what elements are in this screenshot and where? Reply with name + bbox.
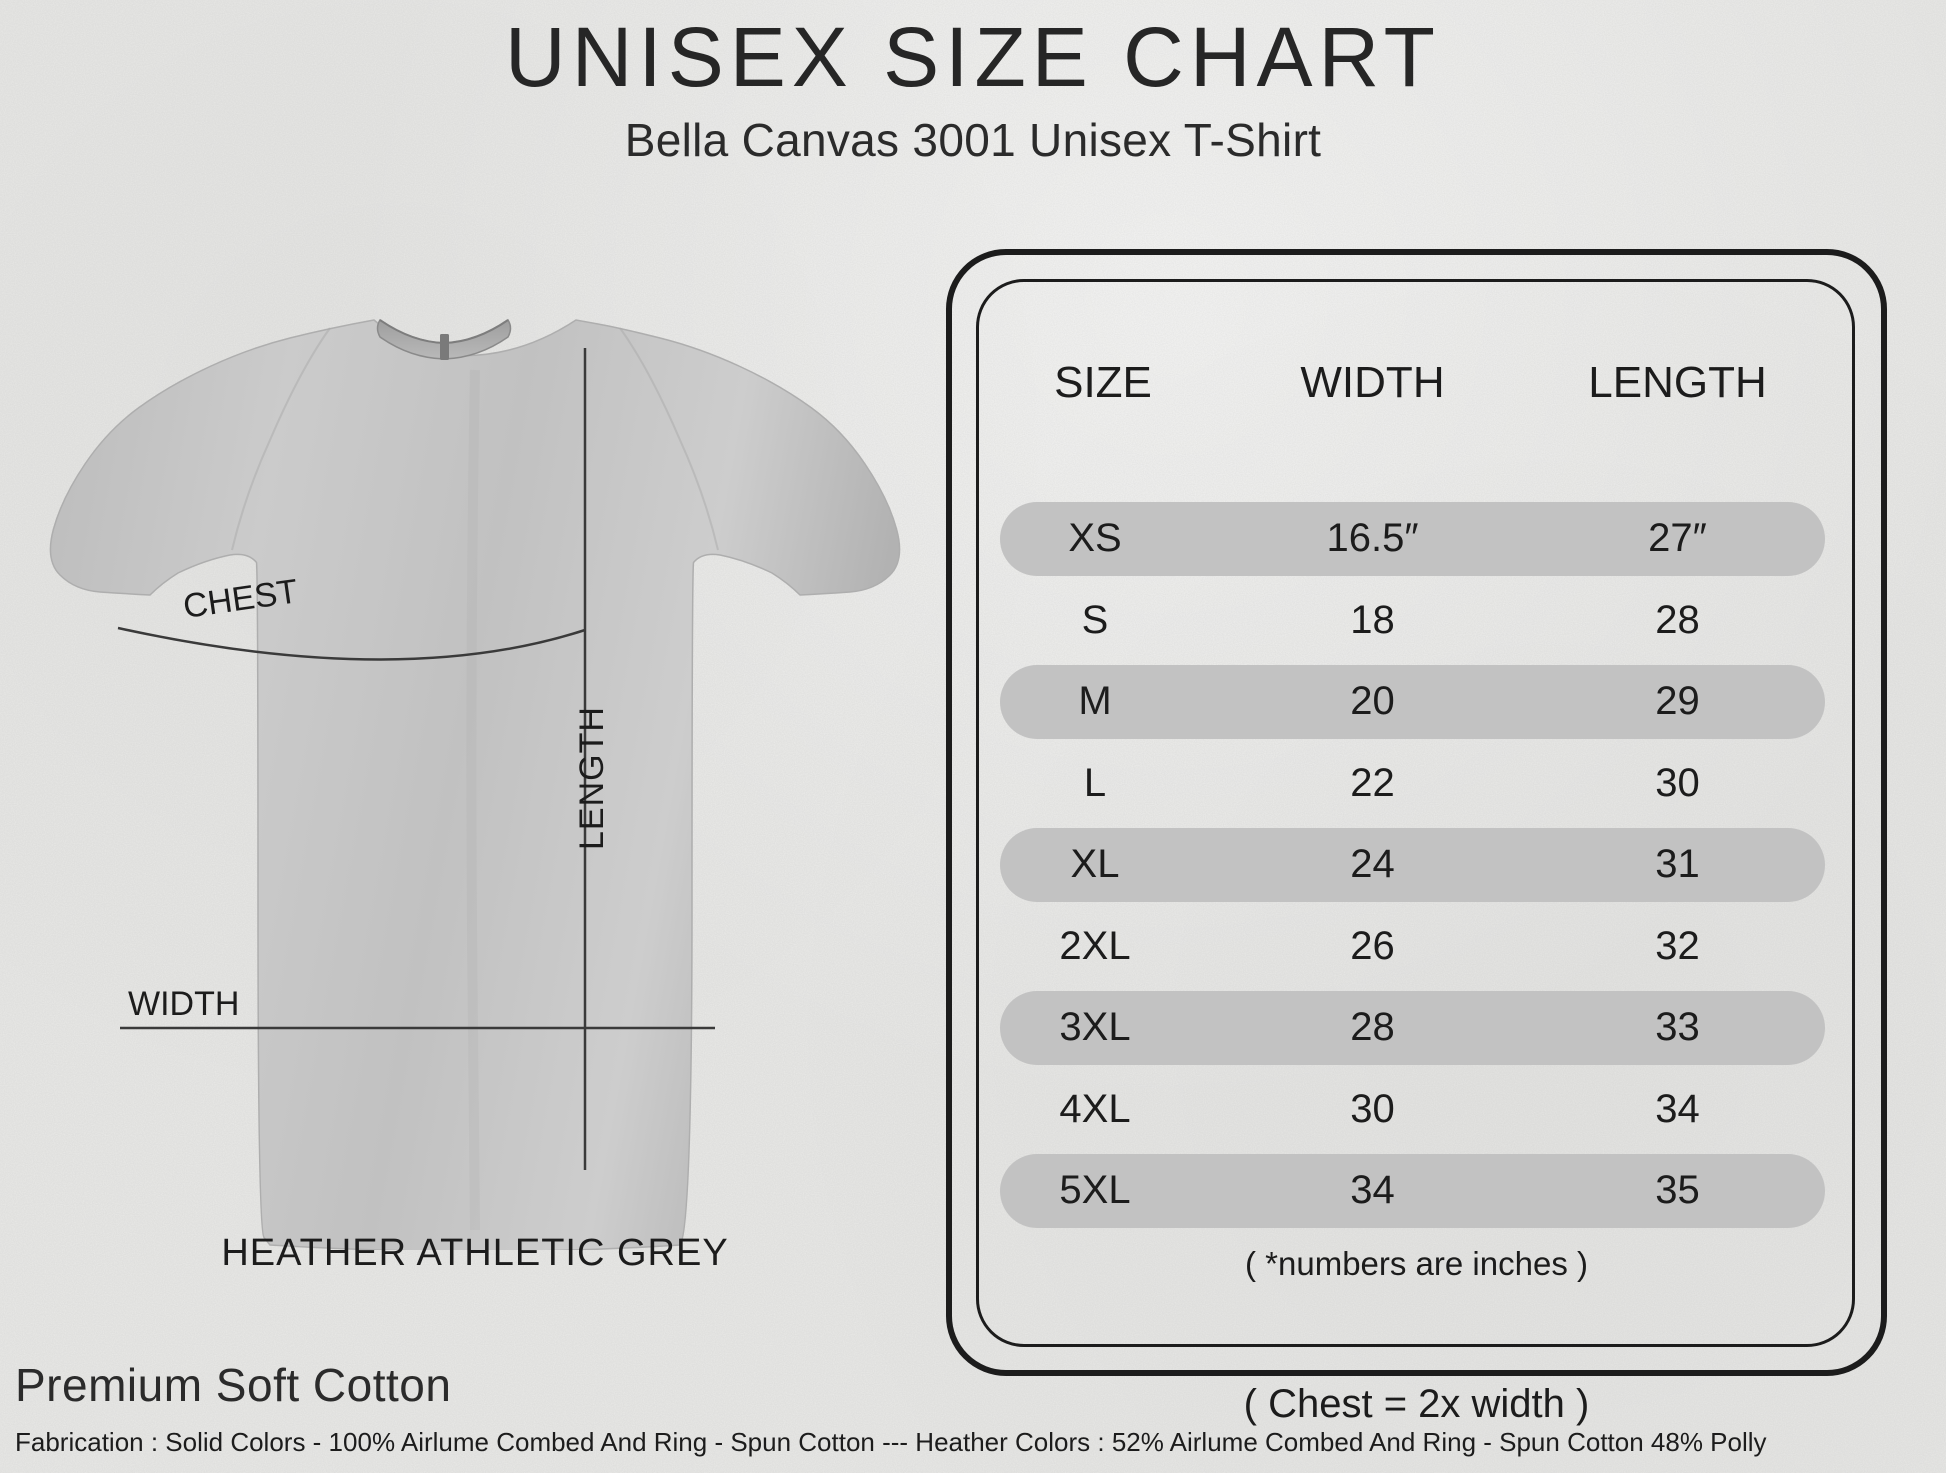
svg-text:WIDTH: WIDTH — [128, 985, 239, 1023]
svg-text:LENGTH: LENGTH — [573, 706, 611, 850]
